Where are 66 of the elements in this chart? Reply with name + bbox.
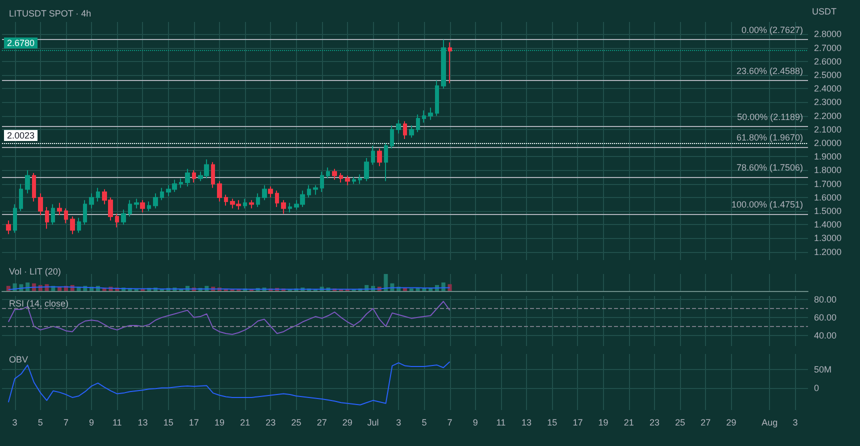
ref-line-label: 50.00% (2.1189)	[737, 112, 803, 122]
x-tick-label: 23	[649, 418, 660, 428]
x-tick-label: Aug	[762, 418, 778, 428]
y-tick-label: 2.2000	[814, 110, 842, 121]
x-tick-label: 17	[188, 418, 199, 428]
x-tick-label: 13	[522, 418, 532, 428]
y-tick-label: 2.6000	[814, 56, 842, 66]
x-tick-label: 25	[291, 418, 302, 428]
x-tick-label: 11	[496, 418, 506, 428]
x-tick-label: 17	[572, 418, 583, 428]
y-tick-label: 1.7000	[814, 178, 842, 189]
y-tick-label: 2.7000	[814, 42, 842, 53]
x-tick-label: 27	[700, 418, 711, 428]
chart-title: Vol · LIT (20)	[9, 266, 61, 276]
y-tick-label: 60.00	[814, 312, 837, 322]
chart-title: RSI (14, close)	[9, 298, 69, 308]
y-tick-label: 1.5000	[814, 206, 842, 216]
x-tick-label: 29	[342, 418, 352, 428]
y-tick-label: 2.1000	[814, 124, 842, 134]
x-tick-label: 5	[422, 418, 427, 428]
ref-line-label: 23.60% (2.4588)	[736, 66, 803, 76]
x-tick-label: 9	[472, 418, 478, 428]
x-tick-label: Jul	[367, 418, 379, 428]
chart-title: LITUSDT SPOT · 4h	[9, 8, 92, 18]
x-tick-label: 7	[447, 418, 452, 428]
x-tick-label: 15	[163, 418, 174, 428]
x-tick-label: 3	[12, 418, 18, 428]
y-tick-label: 50M	[814, 364, 832, 374]
x-tick-label: 29	[726, 418, 736, 428]
x-tick-label: 5	[38, 418, 43, 428]
x-tick-label: 21	[624, 418, 634, 428]
x-tick-label: 19	[214, 418, 224, 428]
x-tick-label: 15	[547, 418, 558, 428]
ref-line-label: 78.60% (1.7506)	[736, 162, 803, 173]
y-tick-label: 1.4000	[814, 220, 842, 230]
y-tick-label: 2.3000	[814, 97, 842, 108]
x-tick-label: 9	[89, 418, 94, 428]
ref-line-label: 2.0023	[7, 130, 35, 141]
y-axis-title: USDT	[812, 6, 837, 16]
x-tick-label: 11	[112, 418, 122, 428]
y-tick-label: 1.3000	[814, 233, 842, 244]
x-tick-label: 25	[675, 418, 686, 428]
y-tick-label: 0	[814, 382, 820, 393]
chart-title: OBV	[9, 354, 28, 364]
x-tick-label: 23	[266, 418, 276, 428]
y-tick-label: 40.00	[814, 330, 837, 340]
y-tick-label: 1.9000	[814, 152, 842, 162]
x-tick-label: 7	[63, 418, 68, 428]
ref-line-label: 61.80% (1.9670)	[736, 132, 803, 143]
y-tick-label: 1.8000	[814, 165, 842, 176]
y-tick-label: 2.4000	[814, 84, 842, 94]
y-tick-label: 2.5000	[814, 70, 842, 80]
ref-line-label: 100.00% (1.4751)	[731, 199, 803, 210]
x-tick-label: 13	[138, 418, 148, 428]
y-tick-label: 1.2000	[814, 246, 842, 257]
ref-line-label: 0.00% (2.7627)	[741, 25, 803, 36]
ref-line-label: 2.6780	[7, 38, 35, 48]
y-tick-label: 2.0000	[814, 138, 842, 148]
y-tick-label: 2.8000	[814, 29, 842, 40]
x-tick-label: 21	[240, 418, 250, 428]
y-tick-label: 1.6000	[814, 192, 842, 202]
x-tick-label: 3	[792, 418, 798, 428]
x-tick-label: 3	[396, 418, 402, 428]
y-tick-label: 80.00	[814, 294, 837, 305]
x-tick-label: 19	[598, 418, 608, 428]
x-tick-label: 27	[316, 418, 327, 428]
